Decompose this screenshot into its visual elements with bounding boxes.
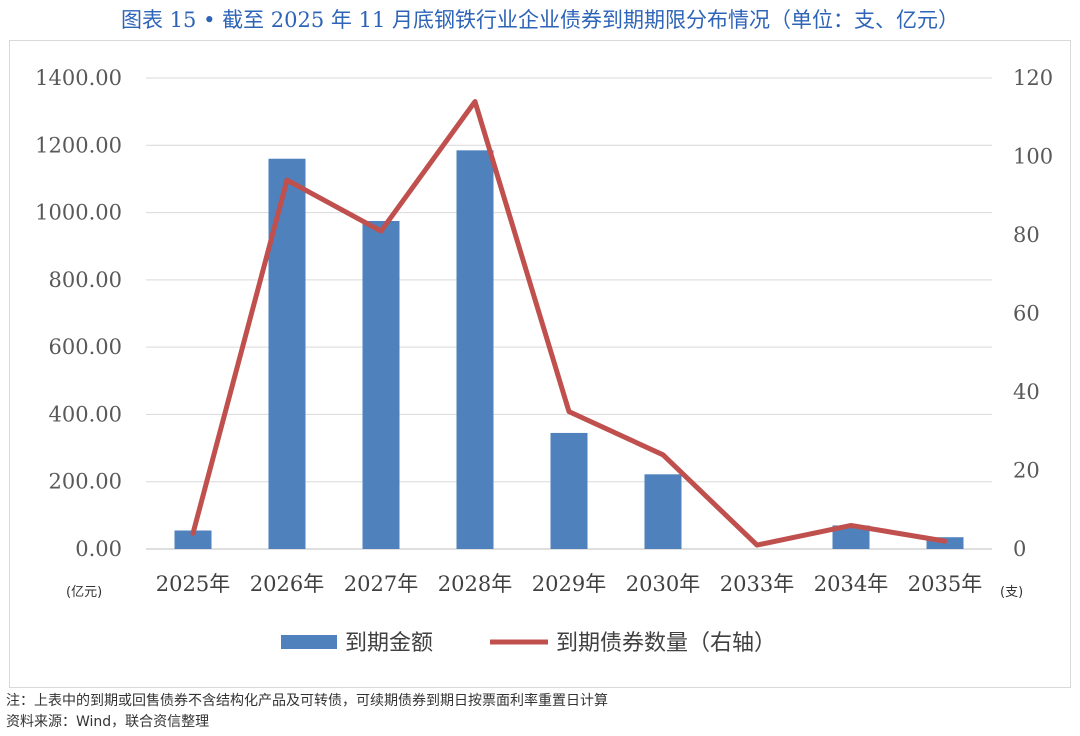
- left-axis-tick-label: 400.00: [49, 402, 122, 426]
- right-axis-tick-label: 0: [1013, 537, 1026, 561]
- left-axis-tick-label: 800.00: [49, 268, 122, 292]
- bar-2030年: [644, 474, 682, 549]
- footnote: 注：上表中的到期或回售债券不含结构化产品及可转债，可续期债券到期日按票面利率重置…: [6, 693, 608, 709]
- x-tick-label: 2026年: [250, 572, 324, 596]
- legend-label-line: 到期债券数量（右轴）: [556, 631, 776, 656]
- right-axis-tick-label: 20: [1013, 459, 1040, 483]
- right-axis-tick-label: 60: [1013, 302, 1040, 326]
- left-axis-tick-label: 0.00: [75, 537, 122, 561]
- x-tick-label: 2030年: [626, 572, 700, 596]
- left-axis-tick-label: 200.00: [49, 470, 122, 494]
- bar-2028年: [456, 150, 494, 549]
- legend-swatch-bar: [281, 635, 337, 649]
- left-axis-tick-label: 1400.00: [35, 66, 122, 90]
- left-axis-tick-label: 600.00: [49, 335, 122, 359]
- bar-2029年: [550, 432, 588, 549]
- bar-2034年: [832, 525, 870, 549]
- x-tick-label: 2035年: [908, 572, 982, 596]
- left-axis-tick-label: 1200.00: [35, 133, 122, 157]
- x-tick-label: 2028年: [438, 572, 512, 596]
- left-axis-unit: (亿元): [66, 585, 102, 600]
- right-axis-tick-label: 120: [1013, 66, 1053, 90]
- source-note: 资料来源：Wind，联合资信整理: [6, 714, 210, 730]
- right-axis-tick-label: 80: [1013, 223, 1040, 247]
- bar-2026年: [268, 158, 306, 549]
- chart-canvas: 0.00 200.00 400.00 600.00 800.00 1000.00 1200.…: [35, 66, 1053, 656]
- left-axis-tick-label: 1000.00: [35, 201, 122, 225]
- x-tick-label: 2033年: [720, 572, 794, 596]
- chart-frame: [9, 40, 1071, 688]
- legend-label-bar: 到期金额: [345, 631, 433, 656]
- right-axis-tick-label: 40: [1013, 380, 1040, 404]
- right-axis-tick-label: 100: [1013, 145, 1053, 169]
- bar-2027年: [362, 220, 400, 549]
- x-tick-label: 2025年: [156, 572, 230, 596]
- x-tick-label: 2029年: [532, 572, 606, 596]
- x-tick-label: 2027年: [344, 572, 418, 596]
- bar-2025年: [174, 530, 212, 549]
- x-tick-label: 2034年: [814, 572, 888, 596]
- right-axis-unit: (支): [1000, 585, 1023, 600]
- chart-title: 图表 15 • 截至 2025 年 11 月底钢铁行业企业债券到期期限分布情况（…: [121, 8, 959, 32]
